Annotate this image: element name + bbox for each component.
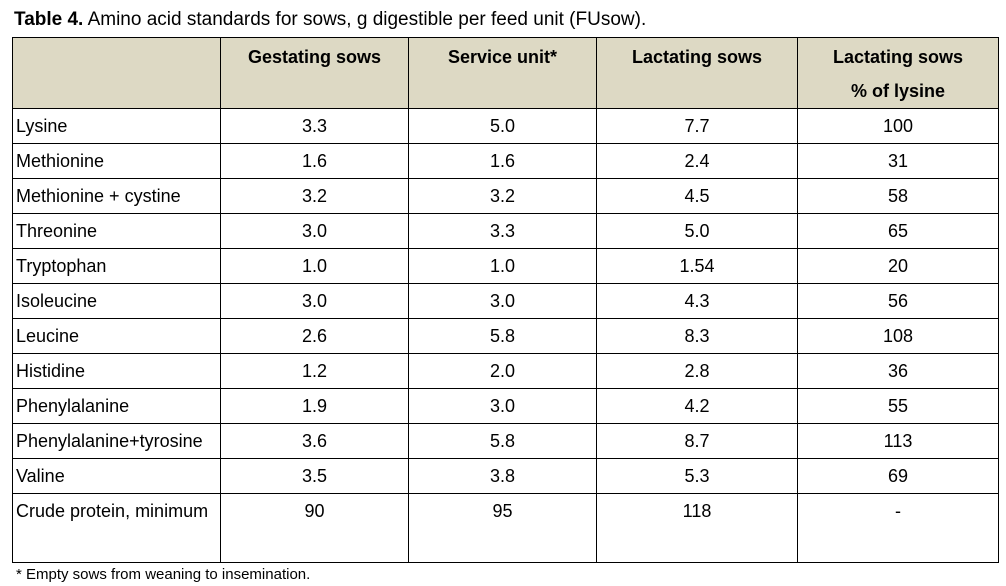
service-unit-value: 1.0	[408, 248, 597, 284]
table-row: Phenylalanine 1.9 3.0 4.2 55	[12, 388, 999, 424]
pct-lysine-value: 100	[797, 108, 999, 144]
gestating-value: 1.9	[220, 388, 409, 424]
table-row: Threonine 3.0 3.3 5.0 65	[12, 213, 999, 249]
table-row: Methionine + cystine 3.2 3.2 4.5 58	[12, 178, 999, 214]
header-cell-lactating-pct-lysine: Lactating sows% of lysine	[797, 37, 999, 109]
service-unit-value: 2.0	[408, 353, 597, 389]
amino-acid-name: Histidine	[12, 353, 221, 389]
service-unit-value: 5.8	[408, 318, 597, 354]
header-row: Gestating sows Service unit* Lactating s…	[12, 37, 999, 109]
pct-lysine-value: 55	[797, 388, 999, 424]
amino-acid-name: Valine	[12, 458, 221, 494]
gestating-value: 1.0	[220, 248, 409, 284]
lactating-value: 1.54	[596, 248, 798, 284]
service-unit-value: 1.6	[408, 143, 597, 179]
pct-lysine-value: 113	[797, 423, 999, 459]
pct-lysine-value: 20	[797, 248, 999, 284]
pct-lysine-value: 65	[797, 213, 999, 249]
lactating-value: 2.4	[596, 143, 798, 179]
table-row: Phenylalanine+tyrosine 3.6 5.8 8.7 113	[12, 423, 999, 459]
amino-acid-name: Tryptophan	[12, 248, 221, 284]
table-row: Histidine 1.2 2.0 2.8 36	[12, 353, 999, 389]
lactating-value: 8.3	[596, 318, 798, 354]
pct-lysine-value: 58	[797, 178, 999, 214]
service-unit-value: 95	[408, 493, 597, 563]
lactating-value: 4.5	[596, 178, 798, 214]
amino-acid-name: Crude protein, minimum	[12, 493, 221, 563]
lactating-value: 2.8	[596, 353, 798, 389]
pct-lysine-value: -	[797, 493, 999, 563]
gestating-value: 3.2	[220, 178, 409, 214]
gestating-value: 3.0	[220, 283, 409, 319]
table-row: Crude protein, minimum 90 95 118 -	[12, 493, 999, 563]
lactating-value: 4.3	[596, 283, 798, 319]
service-unit-value: 5.0	[408, 108, 597, 144]
table-row: Isoleucine 3.0 3.0 4.3 56	[12, 283, 999, 319]
table-row: Valine 3.5 3.8 5.3 69	[12, 458, 999, 494]
table-footnote: * Empty sows from weaning to inseminatio…	[16, 566, 311, 583]
gestating-value: 1.2	[220, 353, 409, 389]
gestating-value: 90	[220, 493, 409, 563]
pct-lysine-value: 108	[797, 318, 999, 354]
gestating-value: 3.5	[220, 458, 409, 494]
amino-acid-table: Gestating sows Service unit* Lactating s…	[12, 37, 999, 563]
pct-lysine-value: 36	[797, 353, 999, 389]
service-unit-value: 3.3	[408, 213, 597, 249]
amino-acid-name: Methionine	[12, 143, 221, 179]
amino-acid-name: Leucine	[12, 318, 221, 354]
amino-acid-name: Lysine	[12, 108, 221, 144]
service-unit-value: 5.8	[408, 423, 597, 459]
table-row: Tryptophan 1.0 1.0 1.54 20	[12, 248, 999, 284]
amino-acid-name: Threonine	[12, 213, 221, 249]
header-cell-lactating-sows: Lactating sows	[596, 37, 798, 109]
gestating-value: 2.6	[220, 318, 409, 354]
table-row: Methionine 1.6 1.6 2.4 31	[12, 143, 999, 179]
table-row: Leucine 2.6 5.8 8.3 108	[12, 318, 999, 354]
table-number: Table 4.	[14, 9, 84, 30]
service-unit-value: 3.0	[408, 388, 597, 424]
table-row: Lysine 3.3 5.0 7.7 100	[12, 108, 999, 144]
header-cell-amino-acid	[12, 37, 221, 109]
header-cell-gestating-sows: Gestating sows	[220, 37, 409, 109]
table-caption: Table 4. Amino acid standards for sows, …	[14, 7, 646, 33]
service-unit-value: 3.0	[408, 283, 597, 319]
amino-acid-name: Phenylalanine+tyrosine	[12, 423, 221, 459]
pct-lysine-value: 31	[797, 143, 999, 179]
lactating-value: 5.0	[596, 213, 798, 249]
service-unit-value: 3.8	[408, 458, 597, 494]
service-unit-value: 3.2	[408, 178, 597, 214]
lactating-value: 5.3	[596, 458, 798, 494]
table-title: Amino acid standards for sows, g digesti…	[83, 9, 647, 30]
gestating-value: 1.6	[220, 143, 409, 179]
gestating-value: 3.3	[220, 108, 409, 144]
amino-acid-name: Isoleucine	[12, 283, 221, 319]
header-cell-service-unit: Service unit*	[408, 37, 597, 109]
amino-acid-name: Phenylalanine	[12, 388, 221, 424]
gestating-value: 3.0	[220, 213, 409, 249]
lactating-value: 4.2	[596, 388, 798, 424]
lactating-value: 118	[596, 493, 798, 563]
lactating-value: 7.7	[596, 108, 798, 144]
lactating-value: 8.7	[596, 423, 798, 459]
pct-lysine-value: 69	[797, 458, 999, 494]
amino-acid-name: Methionine + cystine	[12, 178, 221, 214]
pct-lysine-value: 56	[797, 283, 999, 319]
gestating-value: 3.6	[220, 423, 409, 459]
